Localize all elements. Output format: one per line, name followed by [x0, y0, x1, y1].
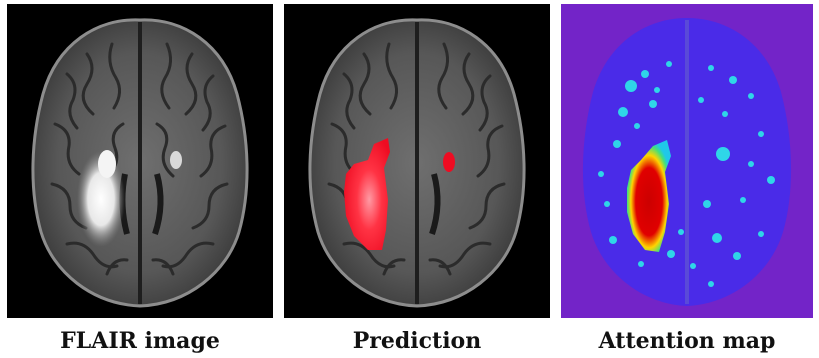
attention-hotspot	[627, 140, 671, 252]
predicted-lesion-large	[344, 138, 390, 250]
prediction-brain-scan	[284, 4, 550, 318]
prediction-panel	[284, 4, 550, 318]
attention-heatmap	[561, 4, 813, 318]
attention-speckles	[598, 61, 775, 287]
right-lesion	[170, 151, 182, 169]
left-lesion	[77, 151, 125, 247]
flair-image-caption: FLAIR image	[60, 328, 220, 354]
attention-map-caption: Attention map	[598, 328, 776, 354]
flair-brain-scan	[7, 4, 273, 318]
brain-outline	[31, 18, 249, 308]
attention-map-panel	[561, 4, 813, 318]
prediction-caption: Prediction	[352, 328, 482, 354]
predicted-lesion-small	[443, 152, 455, 172]
brain-outline	[308, 18, 526, 308]
flair-image-panel	[7, 4, 273, 318]
